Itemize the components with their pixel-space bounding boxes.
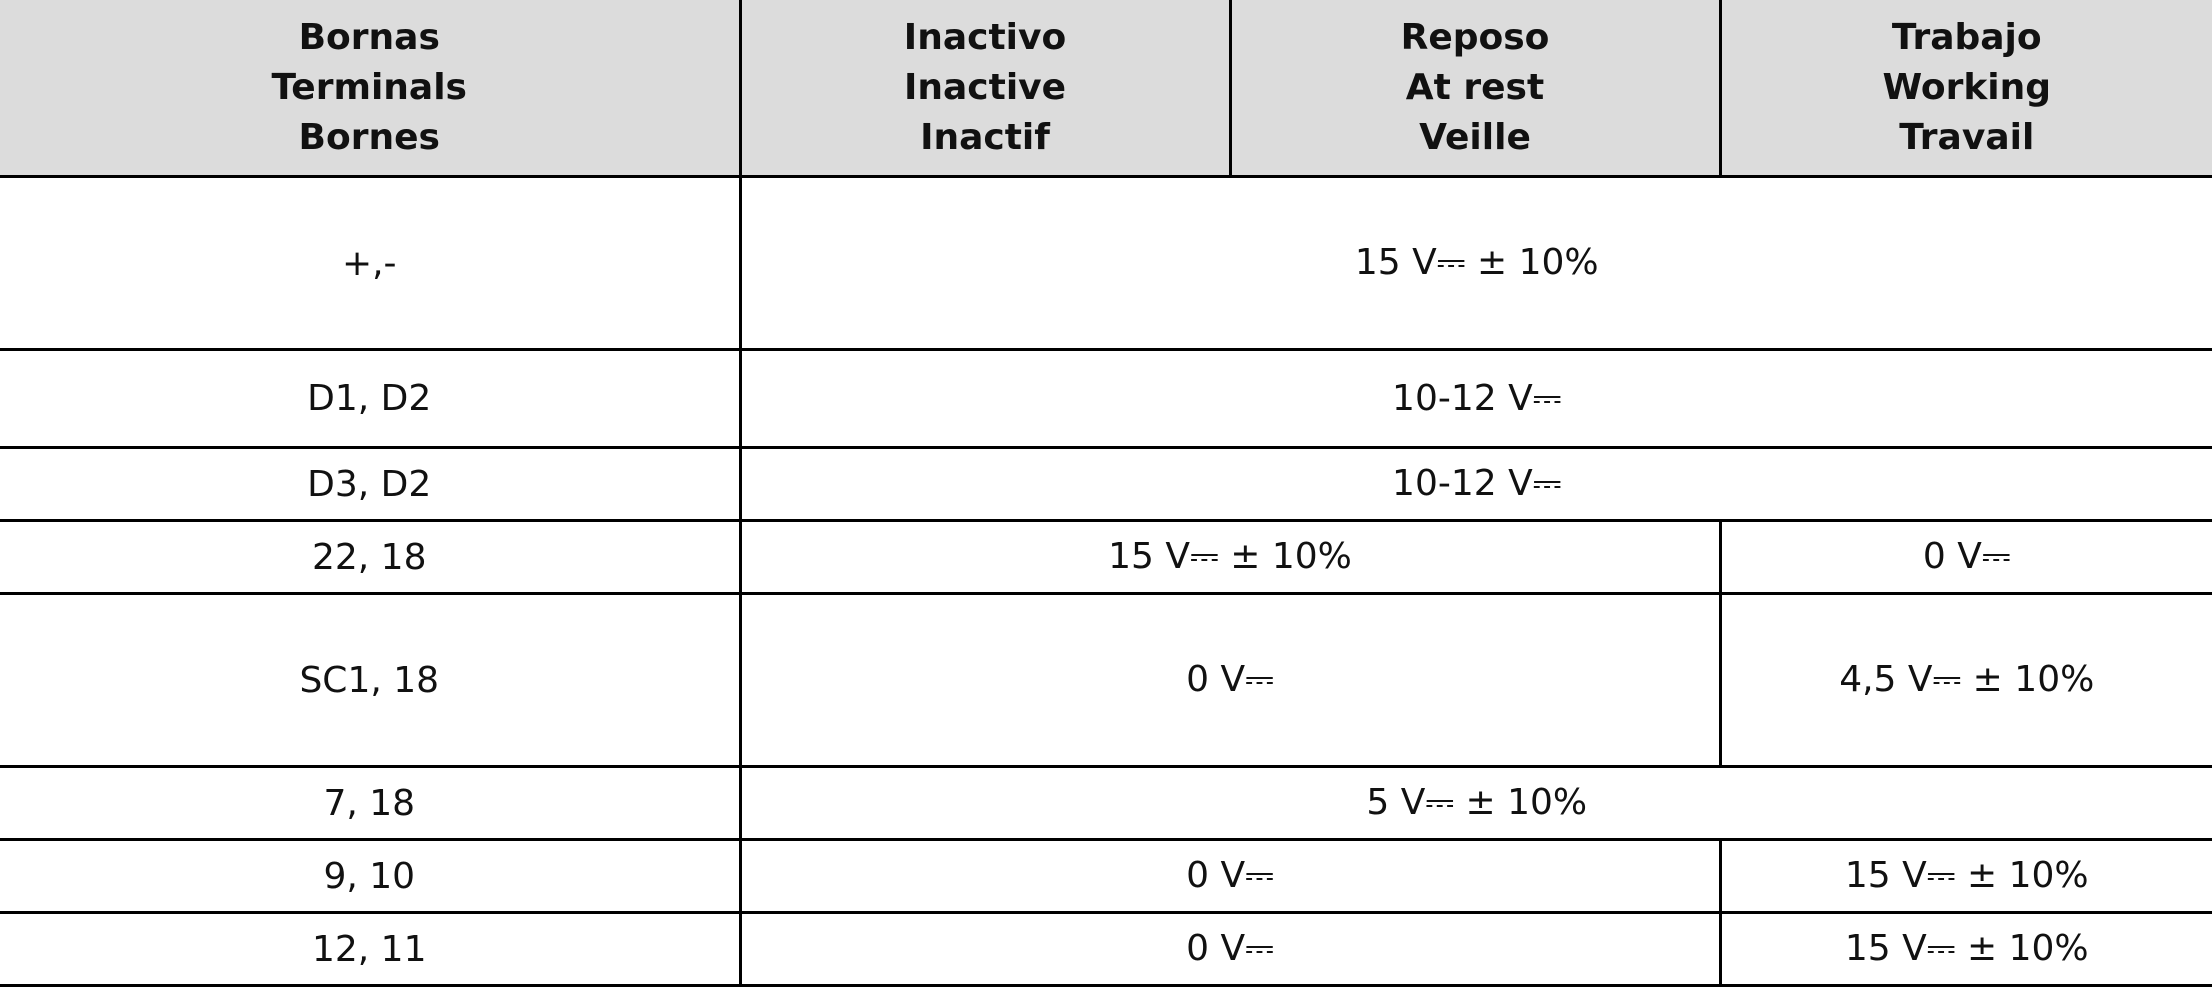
- voltage-cell: 10-12 V⎓: [738, 446, 2212, 521]
- voltage-cell: 15 V⎓ ± 10%: [738, 175, 2212, 350]
- terminal-cell: 7, 18: [0, 765, 740, 840]
- header-line: Bornes: [298, 116, 440, 158]
- header-line: Terminals: [271, 66, 468, 108]
- voltage-cell: 15 V⎓ ± 10%: [1718, 838, 2212, 913]
- voltage-cell: 0 V⎓: [738, 911, 1720, 987]
- header-terminals: Bornas Terminals Bornes: [0, 0, 740, 177]
- voltage-cell: 10-12 V⎓: [738, 348, 2212, 448]
- header-line: Working: [1882, 66, 2052, 108]
- header-line: Inactivo: [903, 16, 1067, 58]
- header-inactive: Inactivo Inactive Inactif: [738, 0, 1230, 177]
- header-line: Inactive: [903, 66, 1067, 108]
- header-row: Bornas Terminals Bornes Inactivo Inactiv…: [0, 0, 2212, 177]
- voltage-cell: 15 V⎓ ± 10%: [1718, 911, 2212, 987]
- table-row: +,- 15 V⎓ ± 10%: [0, 175, 2212, 350]
- voltage-cell: 0 V⎓: [738, 592, 1720, 767]
- terminal-cell: SC1, 18: [0, 592, 740, 767]
- terminal-cell: D3, D2: [0, 446, 740, 521]
- terminal-cell: D1, D2: [0, 348, 740, 448]
- table-row: 7, 18 5 V⎓ ± 10%: [0, 765, 2212, 840]
- voltage-cell: 0 V⎓: [1718, 519, 2212, 594]
- terminal-cell: 22, 18: [0, 519, 740, 594]
- voltage-cell: 5 V⎓ ± 10%: [738, 765, 2212, 840]
- terminal-cell: 9, 10: [0, 838, 740, 913]
- table-row: 22, 18 15 V⎓ ± 10% 0 V⎓: [0, 519, 2212, 594]
- table-row: D1, D2 10-12 V⎓: [0, 348, 2212, 448]
- header-line: Veille: [1419, 116, 1531, 158]
- table-row: SC1, 18 0 V⎓ 4,5 V⎓ ± 10%: [0, 592, 2212, 767]
- header-line: At rest: [1405, 66, 1545, 108]
- header-line: Trabajo: [1891, 16, 2042, 58]
- table-row: 12, 11 0 V⎓ 15 V⎓ ± 10%: [0, 911, 2212, 987]
- voltage-cell: 15 V⎓ ± 10%: [738, 519, 1720, 594]
- table-row: D3, D2 10-12 V⎓: [0, 446, 2212, 521]
- voltage-cell: 0 V⎓: [738, 838, 1720, 913]
- terminal-cell: 12, 11: [0, 911, 740, 987]
- header-line: Travail: [1899, 116, 2035, 158]
- header-at-rest: Reposo At rest Veille: [1228, 0, 1720, 177]
- table-row: 9, 10 0 V⎓ 15 V⎓ ± 10%: [0, 838, 2212, 913]
- header-line: Reposo: [1400, 16, 1550, 58]
- table-body: +,- 15 V⎓ ± 10% D1, D2 10-12 V⎓ D3, D2 10-12 …: [0, 175, 2212, 987]
- header-line: Inactif: [920, 116, 1050, 158]
- terminal-cell: +,-: [0, 175, 740, 350]
- voltage-cell: 4,5 V⎓ ± 10%: [1718, 592, 2212, 767]
- header-line: Bornas: [298, 16, 440, 58]
- header-working: Trabajo Working Travail: [1718, 0, 2212, 177]
